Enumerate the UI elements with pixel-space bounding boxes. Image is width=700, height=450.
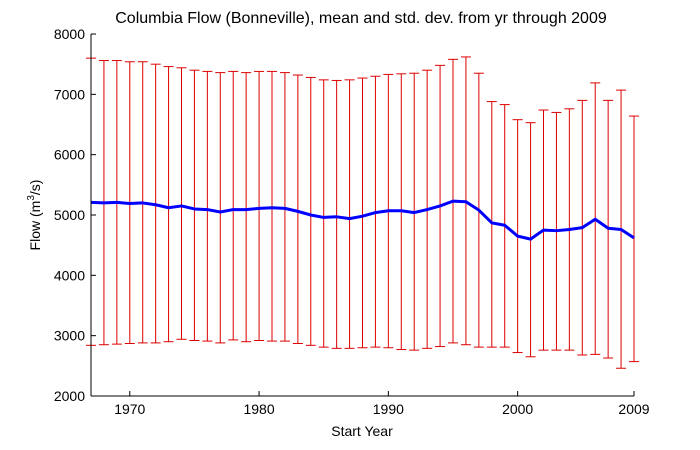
error-bar: [202, 70, 213, 342]
y-axis-label: Flow (m3/s): [26, 180, 43, 251]
y-tick-label: 2000: [54, 388, 85, 404]
y-tick-label: 5000: [54, 207, 85, 223]
error-bar: [629, 115, 639, 363]
x-tick-label: 2000: [502, 401, 533, 417]
error-bar: [176, 67, 187, 340]
mean-flow-line: [90, 199, 635, 241]
x-tick-label: 1980: [243, 401, 274, 417]
y-tick-label: 6000: [54, 147, 85, 163]
error-bar: [318, 79, 329, 348]
error-bar: [279, 72, 290, 342]
error-bar: [215, 72, 226, 344]
error-bar: [292, 74, 303, 345]
x-tick-label: 2009: [618, 401, 649, 417]
x-axis-label: Start Year: [331, 423, 393, 439]
error-bar: [189, 69, 200, 341]
error-bar: [331, 79, 342, 349]
error-bar: [357, 77, 368, 349]
error-bars: [86, 56, 639, 369]
chart-title: Columbia Flow (Bonneville), mean and std…: [115, 10, 607, 27]
error-bar: [228, 70, 239, 341]
y-tick-label: 8000: [54, 26, 85, 42]
error-bar: [267, 70, 277, 342]
y-ticks: 2000 3000 4000 5000 6000 7000 8000: [54, 26, 96, 404]
error-bar: [254, 70, 265, 341]
error-bar: [163, 66, 174, 343]
y-tick-label: 4000: [54, 267, 85, 283]
x-ticks: 1970 1980 1990 2000 2009: [114, 391, 650, 417]
x-tick-label: 1990: [373, 401, 404, 417]
error-bar: [344, 79, 355, 349]
y-tick-label: 3000: [54, 328, 85, 344]
x-tick-label: 1970: [114, 401, 145, 417]
error-bar: [241, 72, 252, 343]
y-tick-label: 7000: [54, 86, 85, 102]
error-bar: [305, 76, 316, 346]
